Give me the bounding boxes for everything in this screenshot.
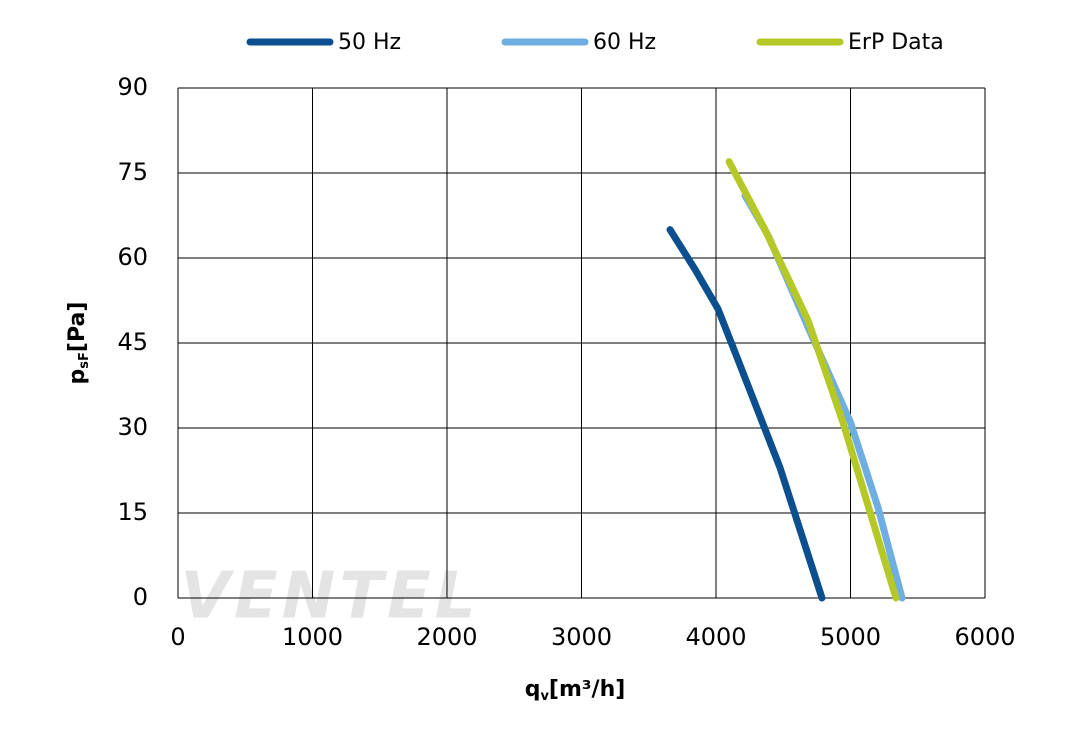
y-tick-label: 0 — [133, 583, 148, 611]
y-tick-label: 45 — [117, 328, 148, 356]
series-line — [725, 158, 900, 602]
watermark: VENTEL — [181, 560, 480, 634]
y-label-unit: [Pa] — [65, 302, 90, 353]
y-tick-label: 90 — [117, 73, 148, 101]
y-tick-label: 15 — [117, 498, 148, 526]
y-tick-label: 75 — [117, 158, 148, 186]
y-label-sub: sF — [77, 352, 92, 369]
x-axis-label: qv[m³/h] — [525, 677, 626, 704]
x-label-main: q — [525, 677, 541, 702]
x-tick-label: 3000 — [551, 623, 612, 651]
legend-label: ErP Data — [848, 30, 944, 55]
x-tick-label: 6000 — [954, 623, 1015, 651]
x-tick-label: 4000 — [685, 623, 746, 651]
y-axis-label: psF[Pa] — [65, 302, 92, 385]
x-tick-label: 2000 — [416, 623, 477, 651]
legend-label: 50 Hz — [338, 30, 401, 55]
x-tick-label: 5000 — [820, 623, 881, 651]
x-tick-label: 1000 — [282, 623, 343, 651]
y-label-main: p — [65, 369, 90, 385]
series-line — [666, 226, 826, 602]
x-tick-label: 0 — [170, 623, 185, 651]
x-label-sub: v — [540, 689, 549, 704]
y-tick-label: 30 — [117, 413, 148, 441]
y-tick-label: 60 — [117, 243, 148, 271]
legend-label: 60 Hz — [593, 30, 656, 55]
x-label-unit: [m³/h] — [549, 677, 625, 702]
